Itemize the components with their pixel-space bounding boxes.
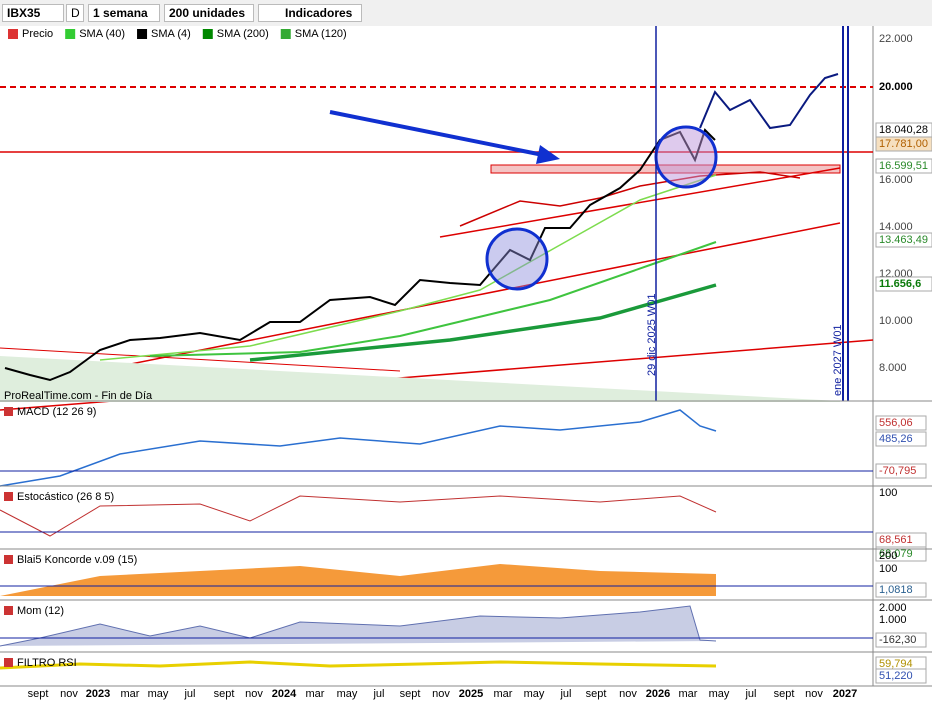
x-tick-label: jul	[372, 688, 384, 700]
x-tick-label: may	[709, 688, 730, 700]
symbol[interactable]: IBX35	[2, 4, 64, 22]
panel-tag	[875, 582, 927, 598]
footer: ProRealTime.com - Fin de Día	[4, 390, 153, 402]
legend-item: SMA (4)	[151, 28, 191, 40]
x-tick-label: 2026	[646, 688, 670, 700]
panel-axis-label: 100	[879, 563, 897, 575]
x-tick-label: nov	[60, 688, 78, 700]
panel-tag	[875, 668, 927, 684]
panel-tag	[875, 546, 927, 562]
x-tick-label: mar	[679, 688, 698, 700]
toolbar: IBX35 D 1 semana 200 unidades Indicadore…	[0, 0, 932, 27]
legend-item: Precio	[22, 28, 53, 40]
legend-item: SMA (40)	[79, 28, 125, 40]
x-tick-label: nov	[805, 688, 823, 700]
x-tick-label: sept	[214, 688, 235, 700]
panel-title: FILTRO RSI	[17, 657, 77, 669]
period[interactable]: 1 semana	[88, 4, 160, 22]
panel-tag	[875, 463, 927, 479]
x-tick-label: nov	[245, 688, 263, 700]
x-tick-label: sept	[774, 688, 795, 700]
panel-title: Blai5 Koncorde v.09 (15)	[17, 554, 137, 566]
x-tick-label: mar	[121, 688, 140, 700]
panel-axis-label: 1.000	[879, 614, 907, 626]
legend-swatch	[137, 29, 148, 39]
x-tick-label: sept	[586, 688, 607, 700]
x-tick-label: jul	[183, 688, 195, 700]
y-tick-label: 8.000	[879, 362, 907, 374]
panel-tag-label: 556,06	[879, 417, 913, 429]
x-tick-label: nov	[619, 688, 637, 700]
panel-tag-label: 68,079	[879, 548, 913, 560]
panel-tag-label: 1,0818	[879, 584, 913, 596]
price-tag-label: 16.599,51	[879, 160, 928, 172]
legend-swatch	[65, 29, 76, 39]
mode[interactable]: D	[66, 4, 84, 22]
marker: ene 2027 W01	[832, 324, 844, 396]
panel-tag-label: -70,795	[879, 465, 916, 477]
panel-axis-label: 200	[879, 550, 897, 562]
panel-title: Mom (12)	[17, 605, 64, 617]
panel-tag-label: -162,30	[879, 634, 916, 646]
legend-swatch	[8, 29, 18, 39]
indicators[interactable]: Indicadores	[258, 4, 362, 22]
y-tick-label: 20.000	[879, 81, 913, 93]
x-tick-label: mar	[306, 688, 325, 700]
y-tick-label: 14.000	[879, 221, 913, 233]
legend-item: SMA (200)	[217, 28, 269, 40]
units[interactable]: 200 unidades	[164, 4, 254, 22]
x-tick-label: may	[524, 688, 545, 700]
y-tick-label: 10.000	[879, 315, 913, 327]
panel-tag	[875, 632, 927, 648]
x-tick-label: sept	[28, 688, 49, 700]
price-tag	[875, 232, 932, 248]
x-tick-label: sept	[400, 688, 421, 700]
marker: 29 dic 2025 W01	[646, 293, 658, 376]
panel-tag-label: 68,561	[879, 534, 913, 546]
chart: Precio SMA (40) SMA (4) SMA (200) SMA (120) 2…	[0, 26, 932, 702]
x-tick-label: jul	[559, 688, 571, 700]
legend-swatch	[202, 29, 213, 39]
panel-icon	[4, 658, 13, 667]
panel-icon	[4, 492, 13, 501]
panel-axis-label: 100	[879, 487, 897, 499]
price-tag-label: 11.656,6	[879, 278, 921, 290]
panel-tag-label: 51,220	[879, 670, 913, 682]
price-tag	[875, 158, 932, 174]
x-tick-label: 2024	[272, 688, 297, 700]
y-tick-label: 16.000	[879, 174, 913, 186]
y-tick-label: 22.000	[879, 33, 913, 45]
legend-swatch	[280, 29, 291, 39]
panel-tag	[875, 431, 927, 447]
x-tick-label: 2027	[833, 688, 857, 700]
panel-axis-label: 2.000	[879, 602, 907, 614]
price-tag-label: 18.040,28	[879, 124, 928, 136]
panel-tag	[875, 415, 927, 431]
panel-tag-label: 59,794	[879, 658, 913, 670]
panel-icon	[4, 606, 13, 615]
price-tag	[875, 276, 932, 292]
x-tick-label: may	[148, 688, 169, 700]
x-tick-label: nov	[432, 688, 450, 700]
panel-icon	[4, 555, 13, 564]
panel-icon	[4, 407, 13, 416]
price-tag-label: 17.781,00	[879, 138, 928, 150]
x-tick-label: mar	[494, 688, 513, 700]
price-tag	[875, 136, 932, 152]
panel-title: MACD (12 26 9)	[17, 406, 96, 418]
x-tick-label: jul	[744, 688, 756, 700]
panel-title: Estocástico (26 8 5)	[17, 491, 114, 503]
legend-item: SMA (120)	[295, 28, 347, 40]
x-tick-label: may	[337, 688, 358, 700]
panel-tag-label: 485,26	[879, 433, 913, 445]
x-tick-label: 2023	[86, 688, 110, 700]
price-tag-label: 13.463,49	[879, 234, 928, 246]
x-tick-label: 2025	[459, 688, 483, 700]
